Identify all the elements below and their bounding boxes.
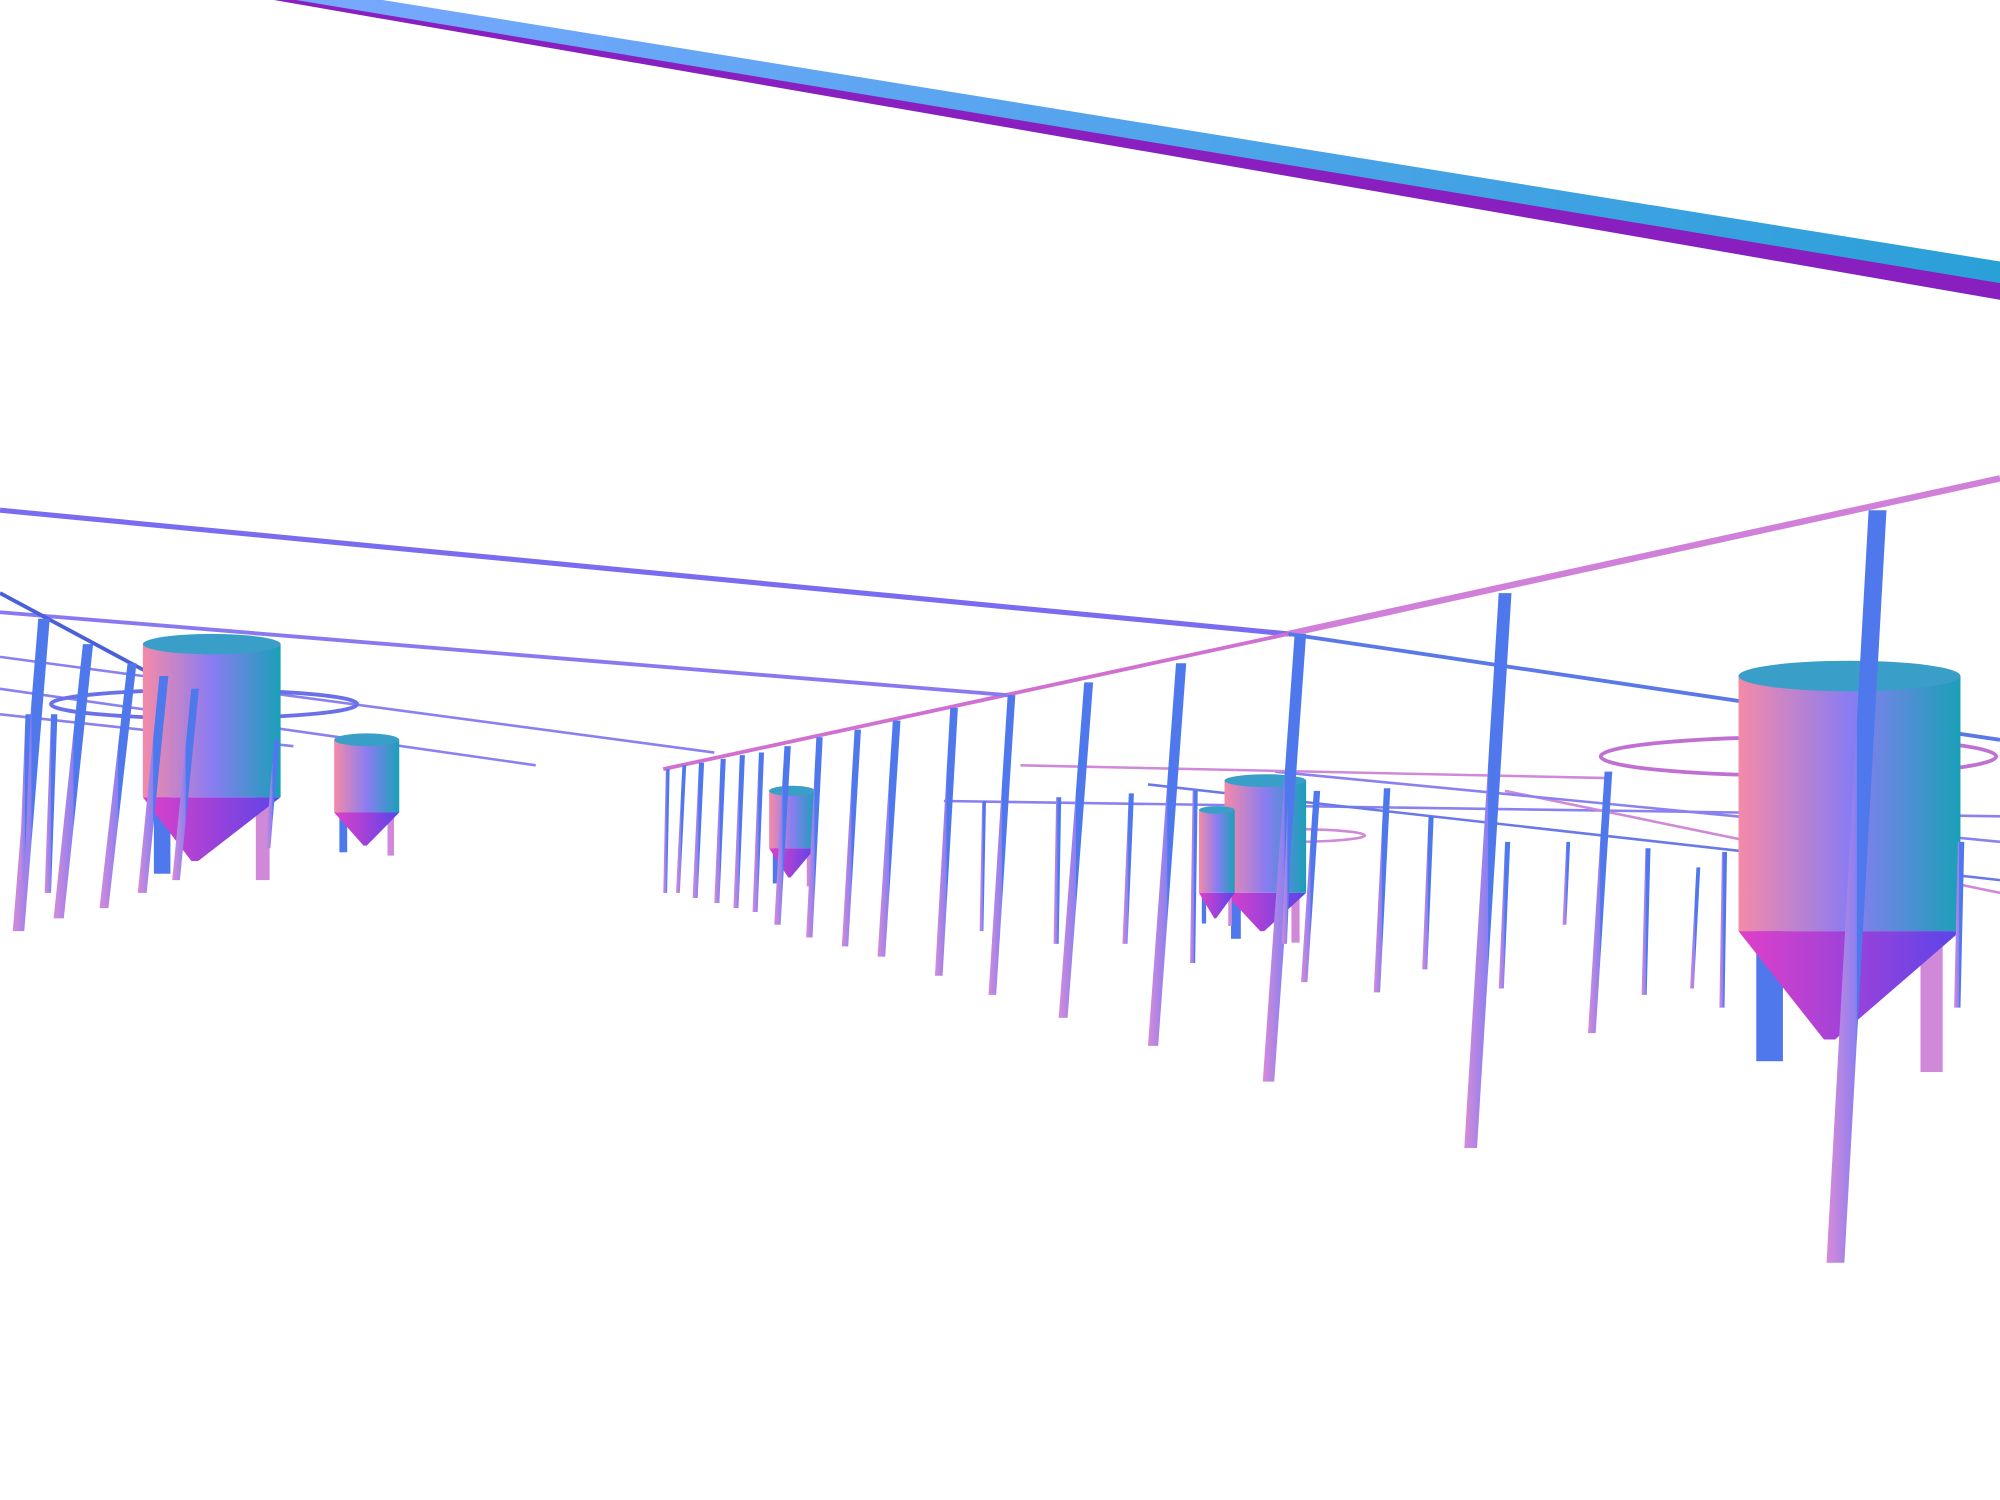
support-post xyxy=(53,644,94,919)
support-post xyxy=(1719,852,1728,1008)
silo-leg xyxy=(1201,892,1207,924)
support-post xyxy=(806,737,823,938)
support-post xyxy=(663,769,670,893)
support-post xyxy=(733,755,745,909)
ceiling-beam xyxy=(0,610,1008,698)
silo-leg xyxy=(772,848,779,884)
support-post xyxy=(1690,867,1701,989)
silo-body xyxy=(1198,809,1235,893)
support-post xyxy=(841,729,861,947)
support-post xyxy=(1588,771,1613,1034)
support-post xyxy=(1826,510,1887,1263)
support-post xyxy=(1562,841,1571,925)
support-post xyxy=(12,618,50,932)
silo-leg xyxy=(806,848,812,887)
support-post xyxy=(1301,790,1321,983)
silo-cone xyxy=(142,797,281,861)
support-post xyxy=(1190,790,1198,964)
silo-leg xyxy=(339,812,348,853)
silo-leg xyxy=(1291,892,1300,943)
silo-body xyxy=(334,739,400,813)
silo-top xyxy=(334,733,400,747)
support-post xyxy=(988,695,1016,995)
support-post xyxy=(172,688,199,881)
support-post xyxy=(1053,797,1062,944)
ceiling-beam xyxy=(662,632,1289,772)
ceiling-beam xyxy=(0,507,1289,637)
support-post xyxy=(99,663,137,909)
support-post xyxy=(19,714,31,881)
silo-body xyxy=(769,790,816,849)
ceiling-beam xyxy=(1020,764,1608,780)
silo-leg xyxy=(1228,892,1232,927)
silo-top xyxy=(1738,660,1961,692)
silo-leg xyxy=(387,812,395,856)
support-post xyxy=(692,762,705,898)
silo-cone xyxy=(1198,892,1235,919)
support-post xyxy=(44,714,58,893)
support-post xyxy=(1464,593,1512,1148)
support-post xyxy=(714,758,726,904)
support-post xyxy=(1498,841,1511,989)
support-post xyxy=(1058,682,1094,1018)
support-post xyxy=(877,720,901,957)
support-post xyxy=(1262,633,1307,1082)
silo-cone xyxy=(334,812,400,846)
support-post xyxy=(265,739,280,849)
support-post xyxy=(1641,848,1651,995)
support-post xyxy=(934,707,958,976)
support-post xyxy=(1147,663,1187,1046)
silo-top xyxy=(769,785,816,796)
silo-leg xyxy=(1231,892,1241,939)
support-post xyxy=(979,801,986,932)
support-post xyxy=(752,752,765,912)
support-post xyxy=(1422,816,1434,970)
ceiling-beam xyxy=(1287,475,2000,638)
support-post xyxy=(137,676,169,893)
support-post xyxy=(1373,788,1391,993)
silo-top xyxy=(1198,806,1235,814)
support-post xyxy=(1122,793,1134,944)
support-post xyxy=(676,765,687,893)
silo-top xyxy=(142,633,281,655)
support-post xyxy=(1281,784,1294,944)
top-beam-edge xyxy=(274,0,2000,300)
silo-leg xyxy=(255,797,270,881)
silo-body xyxy=(142,644,281,798)
silo-leg xyxy=(1920,931,1943,1073)
support-post xyxy=(774,746,791,925)
support-post xyxy=(1954,841,1965,1008)
